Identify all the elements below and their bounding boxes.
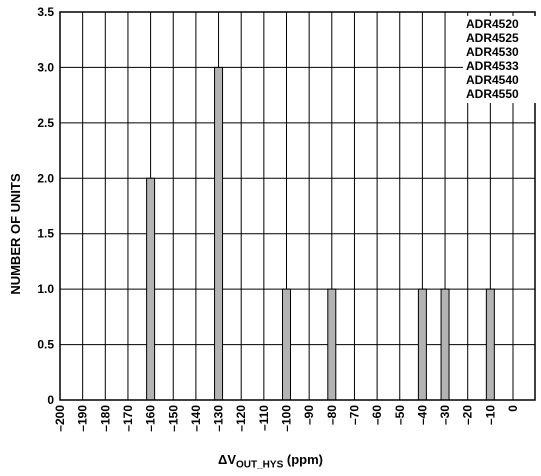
legend-entry: ADR4550	[466, 87, 519, 101]
bar	[282, 288, 291, 401]
y-tick-label: 1.5	[37, 227, 54, 241]
x-tick-label: –130	[212, 405, 226, 432]
bar	[214, 66, 224, 401]
plot-frame	[59, 11, 536, 401]
x-tick-label: –200	[53, 405, 67, 432]
legend-entry: ADR4520	[466, 17, 519, 31]
x-axis-label-main: ΔV	[218, 452, 237, 467]
bar	[417, 288, 427, 401]
x-tick-label: –40	[415, 405, 429, 425]
bar	[485, 288, 495, 401]
x-tick-label: 0	[506, 405, 520, 412]
x-tick-label: –180	[98, 405, 112, 432]
y-axis-label: NUMBER OF UNITS	[8, 173, 23, 295]
x-tick-label: –150	[166, 405, 180, 432]
y-tick-label: 3.0	[37, 60, 54, 74]
x-tick-label: –170	[121, 405, 135, 432]
x-axis-label: ΔVOUT_HYS (ppm)	[0, 452, 541, 471]
x-tick-label: –100	[280, 405, 294, 432]
y-tick-labels: 0 0.5 1.0 1.5 2.0 2.5 3.0 3.5	[37, 5, 54, 407]
x-tick-label: –120	[234, 405, 248, 432]
legend: ADR4520 ADR4525 ADR4530 ADR4533 ADR4540 ADR45…	[463, 16, 541, 103]
legend-entry: ADR4525	[466, 31, 519, 45]
y-tick-label: 1.0	[37, 282, 54, 296]
y-tick-label: 2.5	[37, 116, 54, 130]
x-tick-label: –160	[144, 405, 158, 432]
x-tick-label: –50	[393, 405, 407, 425]
legend-entry: ADR4530	[466, 45, 519, 59]
x-tick-labels: –200 –190 –180 –170 –160 –150 –140 –130 –120 –110…	[53, 405, 520, 432]
bar	[440, 288, 450, 401]
x-tick-label: –190	[76, 405, 90, 432]
bar	[327, 288, 337, 401]
y-tick-label: 0	[47, 393, 54, 407]
legend-entry: ADR4540	[466, 73, 519, 87]
y-tick-label: 0.5	[37, 338, 54, 352]
x-tick-label: –20	[461, 405, 475, 425]
x-axis-label-unit: (ppm)	[286, 452, 323, 467]
x-tick-label: –90	[302, 405, 316, 425]
x-tick-label: –80	[325, 405, 339, 425]
x-axis-label-subscript: OUT_HYS	[236, 459, 284, 471]
x-tick-label: –140	[189, 405, 203, 432]
y-tick-label: 2.0	[37, 171, 54, 185]
x-tick-label: –10	[483, 405, 497, 425]
x-tick-label: –70	[347, 405, 361, 425]
legend-entry: ADR4533	[466, 59, 519, 73]
y-tick-label: 3.5	[37, 5, 54, 19]
bar	[146, 177, 156, 401]
x-tick-label: –30	[438, 405, 452, 425]
x-tick-label: –60	[370, 405, 384, 425]
x-tick-label: –110	[257, 405, 271, 431]
